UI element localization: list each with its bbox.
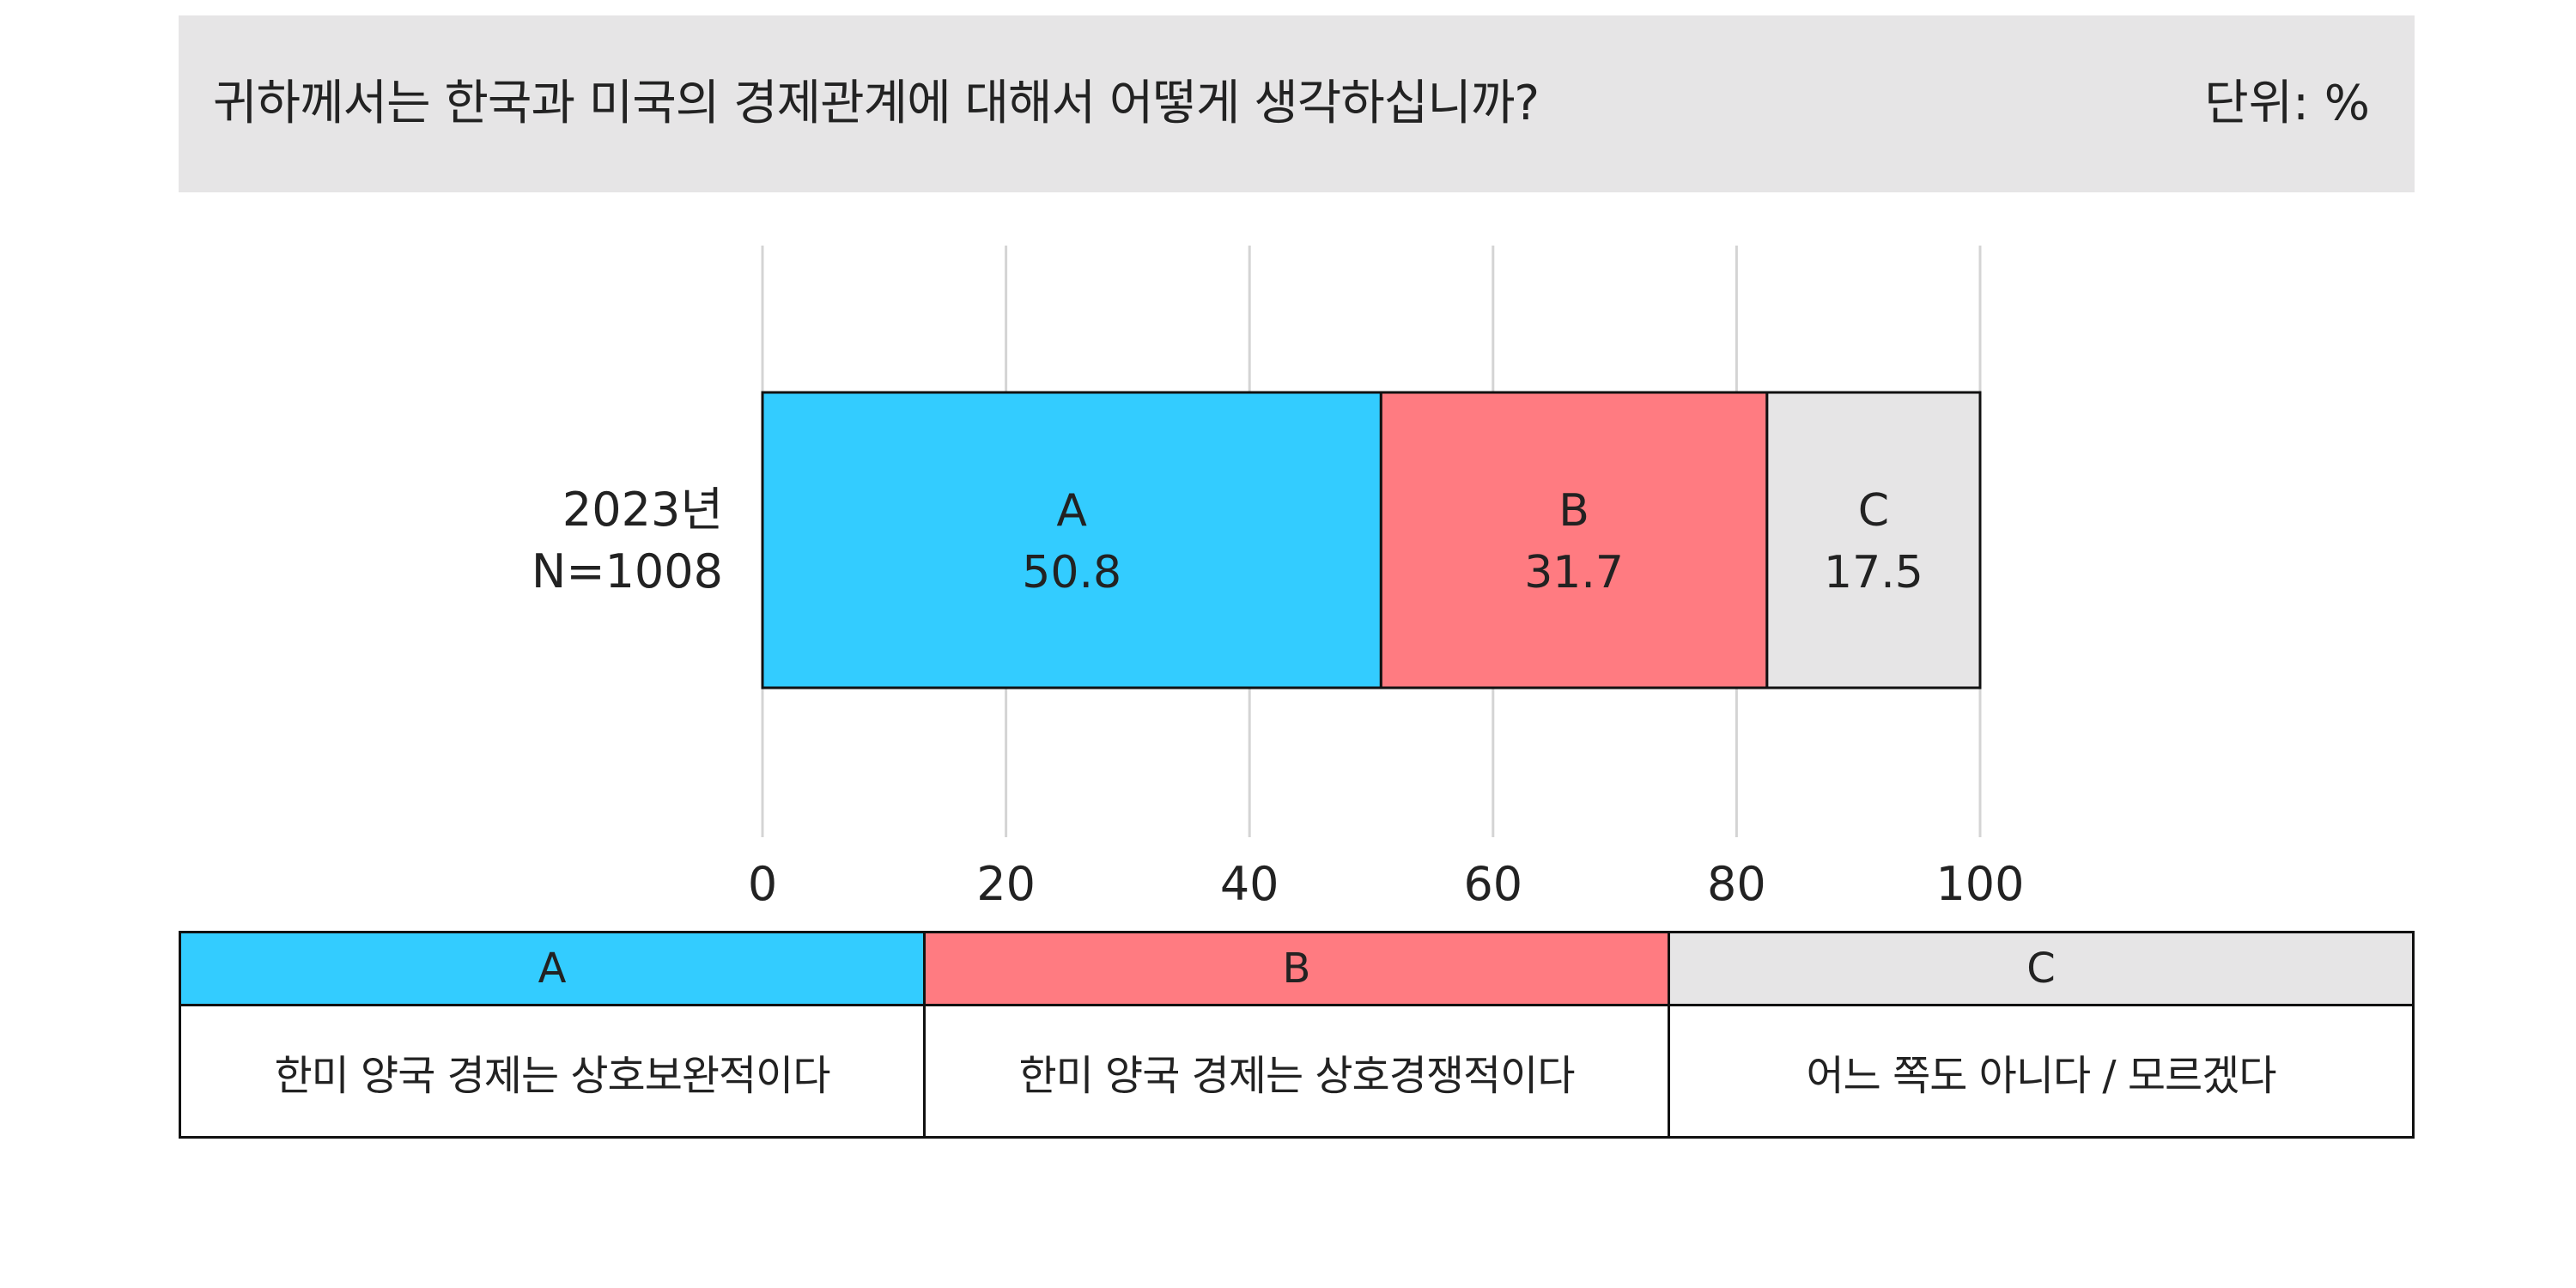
legend-key-c: C — [1670, 933, 2412, 1006]
legend-label-a: 한미 양국 경제는 상호보완적이다 — [274, 1051, 830, 1100]
data-label-b: 31.7 — [1524, 547, 1624, 598]
segment-key-c: C — [1858, 485, 1889, 537]
legend-item-c: C 어느 쪽도 아니다 / 모르겠다 — [1670, 933, 2412, 1136]
label-layer: A 50.8 B 31.7 C 17.5 2023년 N=1008 — [532, 483, 1923, 598]
legend-label-c: 어느 쪽도 아니다 / 모르겠다 — [1806, 1051, 2277, 1100]
bar-segment-c — [1765, 391, 1982, 690]
segment-key-b: B — [1558, 485, 1589, 537]
legend-item-a: A 한미 양국 경제는 상호보완적이다 — [181, 933, 926, 1136]
unit-label: 단위: % — [2204, 76, 2370, 131]
category-label-line-1: N=1008 — [532, 544, 723, 598]
bar-layer — [761, 391, 1982, 690]
x-tick-label-80: 80 — [1707, 857, 1766, 911]
x-tick-label-60: 60 — [1463, 857, 1522, 911]
legend-key-a: A — [181, 933, 923, 1006]
data-label-c: 17.5 — [1824, 547, 1923, 598]
x-tick-label-100: 100 — [1935, 857, 2024, 911]
legend-label-b: 한미 양국 경제는 상호경쟁적이다 — [1018, 1051, 1575, 1100]
chart-header: 귀하께서는 한국과 미국의 경제관계에 대해서 어떻게 생각하십니까? 단위: … — [179, 15, 2415, 192]
category-label-line-0: 2023년 — [562, 483, 723, 537]
x-tick-label-0: 0 — [748, 857, 777, 911]
legend-key-b: B — [926, 933, 1668, 1006]
segment-key-a: A — [1056, 485, 1087, 537]
tick-layer: 0 20 40 60 80 100 — [748, 857, 2025, 911]
data-label-a: 50.8 — [1022, 547, 1121, 598]
stacked-bar-chart: A 50.8 B 31.7 C 17.5 2023년 N=1008 0 20 40 60 80 100 — [532, 246, 2025, 911]
bar-segment-b — [1379, 391, 1769, 690]
x-tick-label-40: 40 — [1220, 857, 1279, 911]
chart-question: 귀하께서는 한국과 미국의 경제관계에 대해서 어떻게 생각하십니까? — [213, 76, 1540, 131]
legend-table: A 한미 양국 경제는 상호보완적이다 B 한미 양국 경제는 상호경쟁적이다 … — [179, 931, 2415, 1139]
x-tick-label-20: 20 — [976, 857, 1036, 911]
bar-segment-a — [761, 391, 1382, 690]
legend-item-b: B 한미 양국 경제는 상호경쟁적이다 — [926, 933, 1670, 1136]
